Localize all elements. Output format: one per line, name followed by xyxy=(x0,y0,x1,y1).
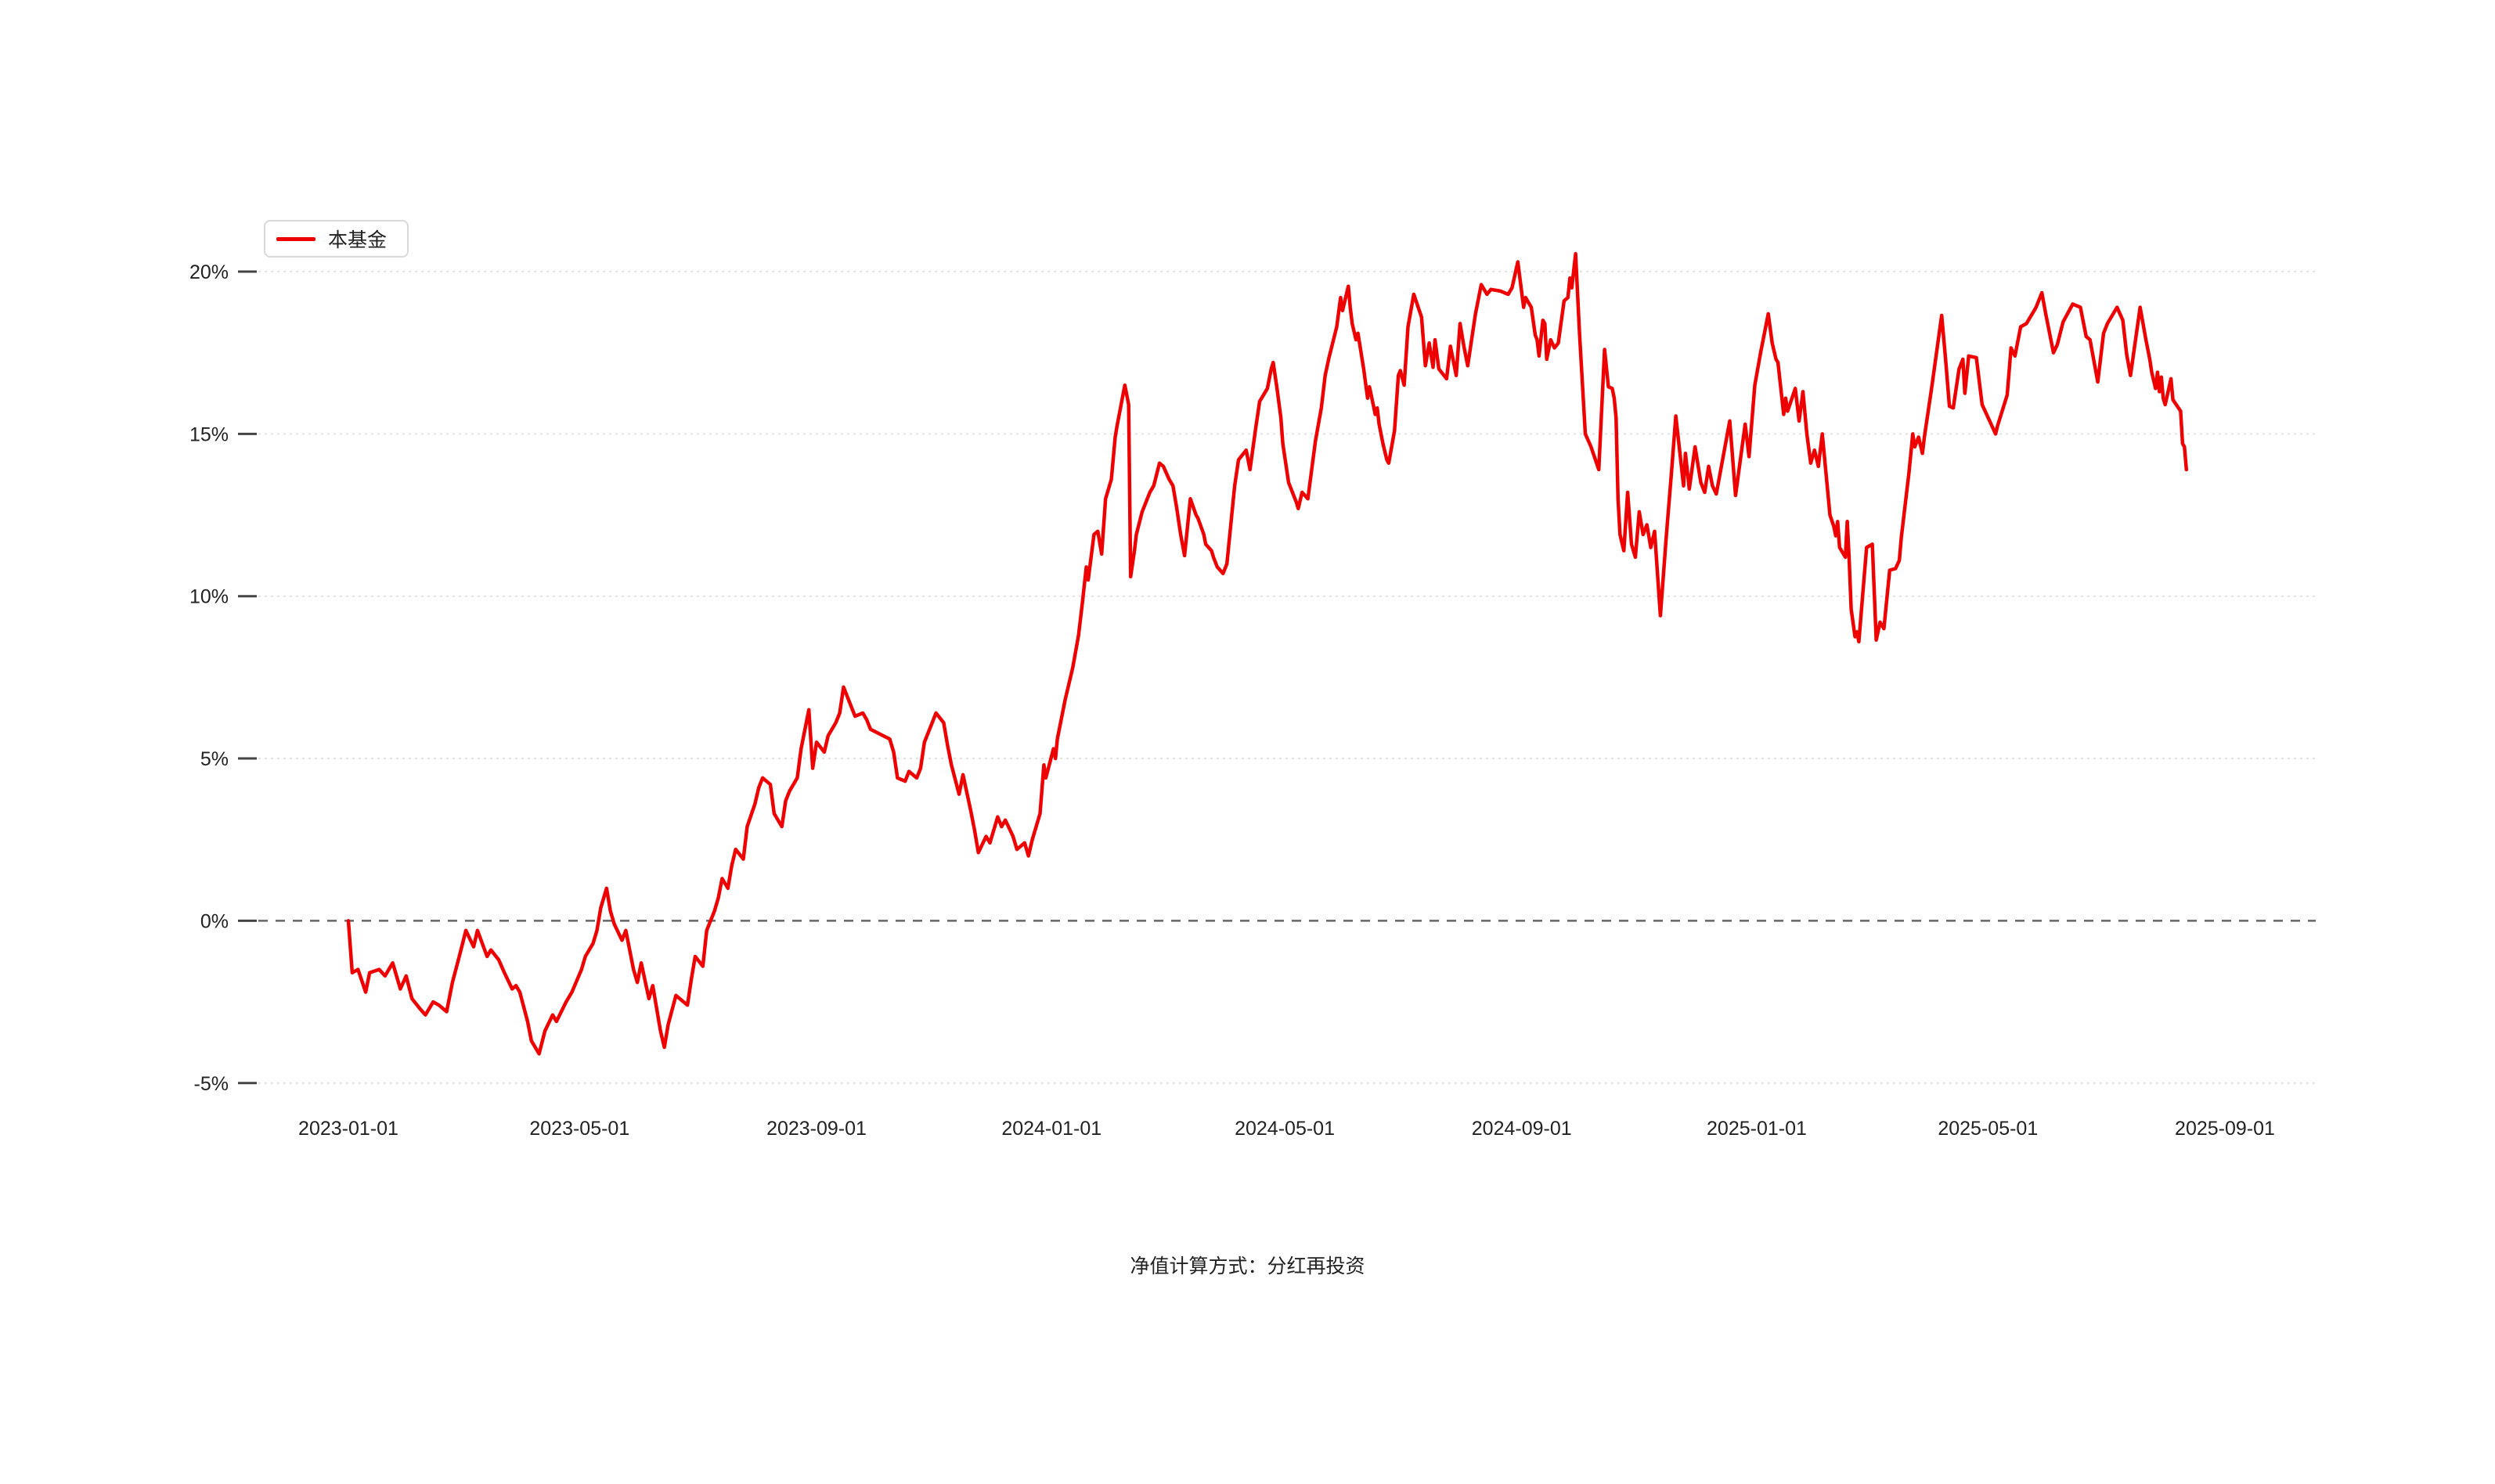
y-axis-label: 20% xyxy=(189,261,229,283)
x-axis-label: 2024-05-01 xyxy=(1235,1118,1335,1140)
x-axis-label: 2025-09-01 xyxy=(2175,1118,2275,1140)
legend-label: 本基金 xyxy=(328,229,388,251)
y-axis-label: 10% xyxy=(189,586,229,608)
y-axis-label: 5% xyxy=(200,748,229,770)
x-axis-label: 2023-01-01 xyxy=(298,1118,398,1140)
x-axis-label: 2024-01-01 xyxy=(1001,1118,1101,1140)
x-axis-label: 2024-09-01 xyxy=(1472,1118,1572,1140)
y-axis-label: -5% xyxy=(194,1073,229,1095)
x-axis-label: 2023-05-01 xyxy=(529,1118,629,1140)
legend-line-swatch xyxy=(276,236,315,241)
x-axis-label: 2023-09-01 xyxy=(766,1118,867,1140)
x-axis-label: 2025-01-01 xyxy=(1707,1118,1807,1140)
series-line[interactable] xyxy=(346,251,2189,1056)
x-axis-label: 2025-05-01 xyxy=(1938,1118,2038,1140)
y-axis-label: 0% xyxy=(200,910,229,932)
y-axis-label: 15% xyxy=(189,423,229,445)
nav-calculation-caption: 净值计算方式：分红再投资 xyxy=(1130,1255,1365,1277)
legend[interactable]: 本基金 xyxy=(264,220,409,258)
